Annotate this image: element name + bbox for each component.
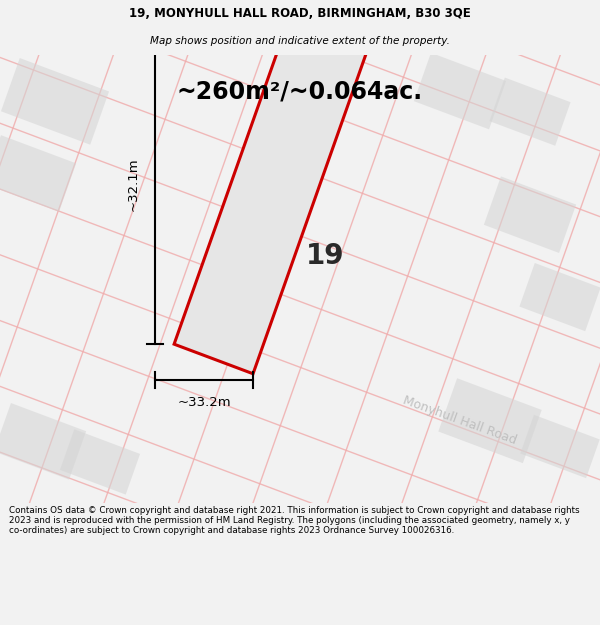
Text: ~32.1m: ~32.1m (127, 158, 139, 211)
Text: Contains OS data © Crown copyright and database right 2021. This information is : Contains OS data © Crown copyright and d… (9, 506, 580, 536)
Polygon shape (174, 25, 366, 374)
Text: ~260m²/~0.064ac.: ~260m²/~0.064ac. (177, 79, 423, 103)
Polygon shape (0, 403, 86, 479)
Polygon shape (1, 58, 109, 145)
Polygon shape (520, 263, 600, 331)
Polygon shape (484, 176, 576, 253)
Polygon shape (439, 378, 542, 463)
Polygon shape (0, 135, 76, 212)
Text: Monyhull Hall Road: Monyhull Hall Road (401, 394, 518, 448)
Text: ~33.2m: ~33.2m (177, 396, 231, 409)
Text: Map shows position and indicative extent of the property.: Map shows position and indicative extent… (150, 36, 450, 46)
Text: 19: 19 (306, 242, 344, 270)
Polygon shape (490, 78, 571, 146)
Polygon shape (60, 429, 140, 494)
Polygon shape (414, 52, 506, 129)
Polygon shape (520, 415, 600, 478)
Text: 19, MONYHULL HALL ROAD, BIRMINGHAM, B30 3QE: 19, MONYHULL HALL ROAD, BIRMINGHAM, B30 … (129, 8, 471, 20)
